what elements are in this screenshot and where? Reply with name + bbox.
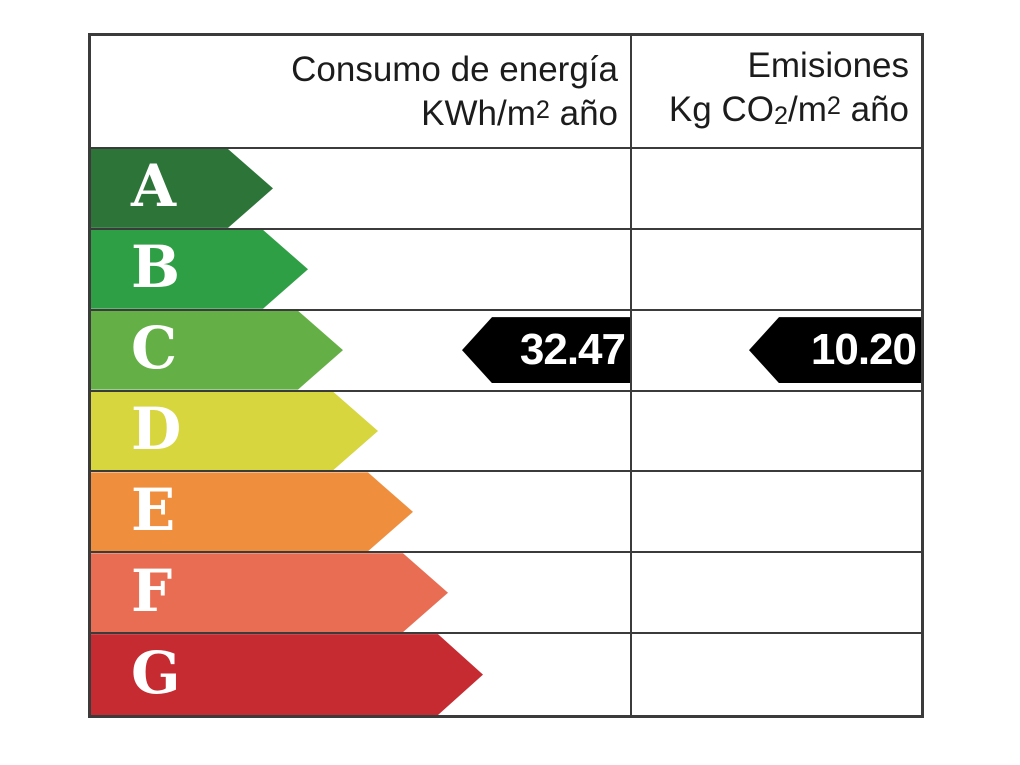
emisiones-cell-a	[632, 149, 921, 230]
emisiones-cell-g	[632, 634, 921, 715]
emisiones-cell-f	[632, 553, 921, 635]
rating-letter-c: C	[131, 314, 178, 383]
consumo-header-line1: Consumo de energía	[291, 49, 618, 89]
consumo-cell-c: C 32.47	[91, 310, 632, 392]
consumo-value: 32.47	[519, 325, 626, 375]
emisiones-cell-c: 10.20	[632, 311, 921, 392]
consumo-value-arrow: 32.47	[462, 317, 630, 384]
rating-letter-d: D	[131, 394, 182, 463]
emisiones-cell-d	[632, 392, 921, 473]
rating-letter-e: E	[131, 475, 176, 544]
rating-letter-a: A	[131, 152, 177, 221]
emisiones-header: Emisiones Kg CO2/m2 año	[632, 36, 921, 149]
rating-letter-f: F	[131, 556, 173, 625]
consumo-cell-a: A	[91, 149, 632, 230]
rating-letter-g: G	[131, 638, 181, 707]
superscript-2: 2	[535, 95, 550, 124]
rating-letter-b: B	[131, 233, 181, 302]
rating-arrow-a: A	[91, 149, 273, 228]
superscript-2: 2	[826, 92, 841, 121]
consumo-cell-b: B	[91, 229, 632, 311]
emisiones-value: 10.20	[810, 325, 917, 375]
consumo-header-line2: KWh/m2 año	[421, 94, 618, 134]
consumo-cell-g: G	[91, 634, 632, 715]
rating-arrow-b: B	[91, 230, 308, 309]
subscript-2: 2	[773, 102, 788, 131]
rating-table: Consumo de energía KWh/m2 año Emisiones …	[88, 33, 924, 718]
emisiones-cell-b	[632, 230, 921, 311]
emisiones-header-line1: Emisiones	[747, 46, 909, 86]
rating-arrow-c: C	[91, 311, 343, 390]
rating-arrow-e: E	[91, 472, 413, 551]
consumo-cell-e: E	[91, 472, 632, 554]
rating-arrow-d: D	[91, 392, 378, 471]
consumo-cell-f: F	[91, 553, 632, 635]
consumo-header: Consumo de energía KWh/m2 año	[91, 36, 632, 149]
emisiones-header-line2: Kg CO2/m2 año	[668, 90, 909, 131]
rating-arrow-f: F	[91, 553, 448, 632]
emisiones-value-arrow: 10.20	[749, 317, 921, 384]
consumo-cell-d: D	[91, 391, 632, 473]
emisiones-cell-e	[632, 472, 921, 554]
rating-arrow-g: G	[91, 634, 483, 715]
